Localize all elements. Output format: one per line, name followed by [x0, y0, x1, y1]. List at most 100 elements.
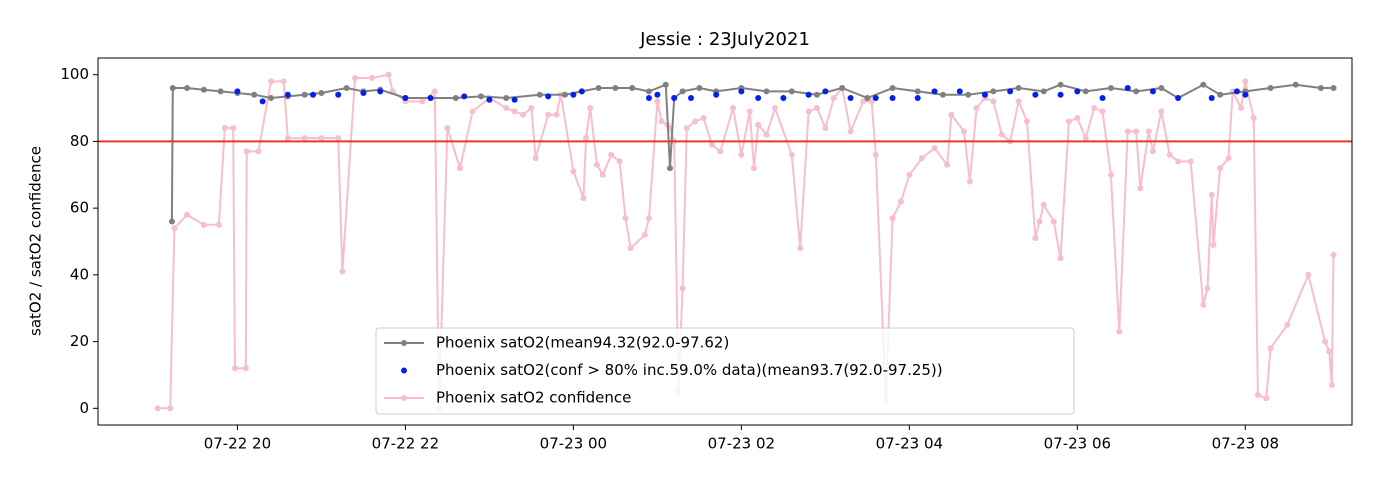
- data-point: [1217, 165, 1224, 172]
- data-point: [268, 78, 275, 85]
- data-point: [708, 141, 715, 148]
- data-point: [1158, 108, 1165, 115]
- data-point: [906, 171, 913, 178]
- x-tick-label: 07-23 02: [708, 435, 775, 453]
- data-point: [1305, 271, 1312, 278]
- data-point: [511, 96, 518, 103]
- data-point: [1032, 91, 1039, 98]
- data-point: [738, 88, 745, 95]
- data-point: [679, 88, 686, 95]
- data-point: [990, 88, 997, 95]
- x-tick-label: 07-23 00: [540, 435, 607, 453]
- data-point: [360, 90, 367, 97]
- data-point: [918, 155, 925, 162]
- data-point: [797, 245, 804, 252]
- data-point: [1250, 115, 1257, 122]
- data-point: [717, 148, 724, 155]
- data-point: [805, 91, 812, 98]
- data-point: [251, 91, 258, 98]
- data-point: [171, 225, 178, 232]
- legend-label: Phoenix satO2(conf > 80% inc.59.0% data)…: [436, 361, 943, 379]
- data-point: [679, 285, 686, 292]
- data-point: [897, 198, 904, 205]
- data-point: [561, 91, 568, 98]
- data-point: [503, 95, 510, 102]
- data-point: [1328, 381, 1335, 388]
- data-point: [746, 108, 753, 115]
- data-point: [377, 88, 384, 95]
- data-point: [914, 95, 921, 102]
- data-point: [335, 135, 342, 142]
- data-point: [813, 105, 820, 112]
- data-point: [998, 131, 1005, 138]
- data-point: [750, 165, 757, 172]
- data-point: [1107, 85, 1114, 92]
- data-point: [1036, 218, 1043, 225]
- data-point: [1210, 241, 1217, 248]
- data-point: [593, 161, 600, 168]
- x-tick-label: 07-23 04: [876, 435, 943, 453]
- data-point: [1137, 185, 1144, 192]
- data-point: [310, 91, 317, 98]
- data-point: [215, 221, 222, 228]
- data-point: [221, 125, 228, 132]
- data-point: [1057, 91, 1064, 98]
- data-point: [570, 91, 577, 98]
- data-point: [914, 88, 921, 95]
- data-point: [860, 98, 867, 105]
- data-point: [939, 91, 946, 98]
- data-point: [184, 211, 191, 218]
- data-point: [599, 171, 606, 178]
- data-point: [1322, 338, 1329, 345]
- data-point: [268, 95, 275, 102]
- legend: Phoenix satO2(mean94.32(92.0-97.62) Phoen…: [375, 327, 1075, 415]
- data-point: [1330, 251, 1337, 258]
- data-point: [582, 135, 589, 142]
- data-point: [1082, 135, 1089, 142]
- data-point: [956, 88, 963, 95]
- data-point: [503, 105, 510, 112]
- data-point: [645, 88, 652, 95]
- data-point: [931, 88, 938, 95]
- data-point: [889, 85, 896, 92]
- data-point: [431, 88, 438, 95]
- data-point: [622, 215, 629, 222]
- data-point: [528, 105, 535, 112]
- data-point: [729, 105, 736, 112]
- data-point: [1284, 321, 1291, 328]
- data-point: [1040, 201, 1047, 208]
- data-point: [645, 215, 652, 222]
- data-point: [519, 111, 526, 118]
- series-layer: [154, 71, 1337, 412]
- data-point: [1107, 171, 1114, 178]
- data-point: [966, 178, 973, 185]
- data-point: [1116, 328, 1123, 335]
- data-point: [1263, 395, 1270, 402]
- legend-box: [375, 327, 1075, 415]
- data-point: [654, 98, 661, 105]
- data-point: [553, 111, 560, 118]
- data-point: [1145, 128, 1152, 135]
- data-point: [339, 268, 346, 275]
- data-point: [658, 118, 665, 125]
- y-tick-label: 80: [70, 132, 89, 150]
- data-point: [1057, 81, 1064, 88]
- data-point: [687, 95, 694, 102]
- data-point: [683, 125, 690, 132]
- data-point: [587, 105, 594, 112]
- data-point: [1124, 128, 1131, 135]
- data-point: [965, 91, 972, 98]
- data-point: [1074, 115, 1081, 122]
- data-point: [872, 95, 879, 102]
- data-point: [813, 91, 820, 98]
- data-point: [444, 125, 451, 132]
- x-tick-label: 07-23 06: [1044, 435, 1111, 453]
- data-point: [1242, 91, 1249, 98]
- legend-swatch-marker: [401, 367, 407, 374]
- chart-title: Jessie : 23July2021: [639, 29, 810, 50]
- data-point: [973, 105, 980, 112]
- y-tick-label: 60: [70, 199, 89, 217]
- data-point: [696, 85, 703, 92]
- data-point: [1326, 348, 1333, 355]
